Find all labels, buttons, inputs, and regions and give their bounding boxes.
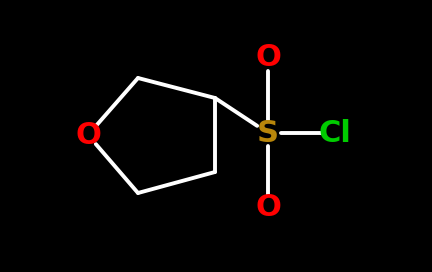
Text: O: O <box>255 193 281 222</box>
Text: Cl: Cl <box>318 119 352 147</box>
Text: O: O <box>255 44 281 73</box>
Text: S: S <box>257 119 279 147</box>
Text: O: O <box>75 120 101 150</box>
